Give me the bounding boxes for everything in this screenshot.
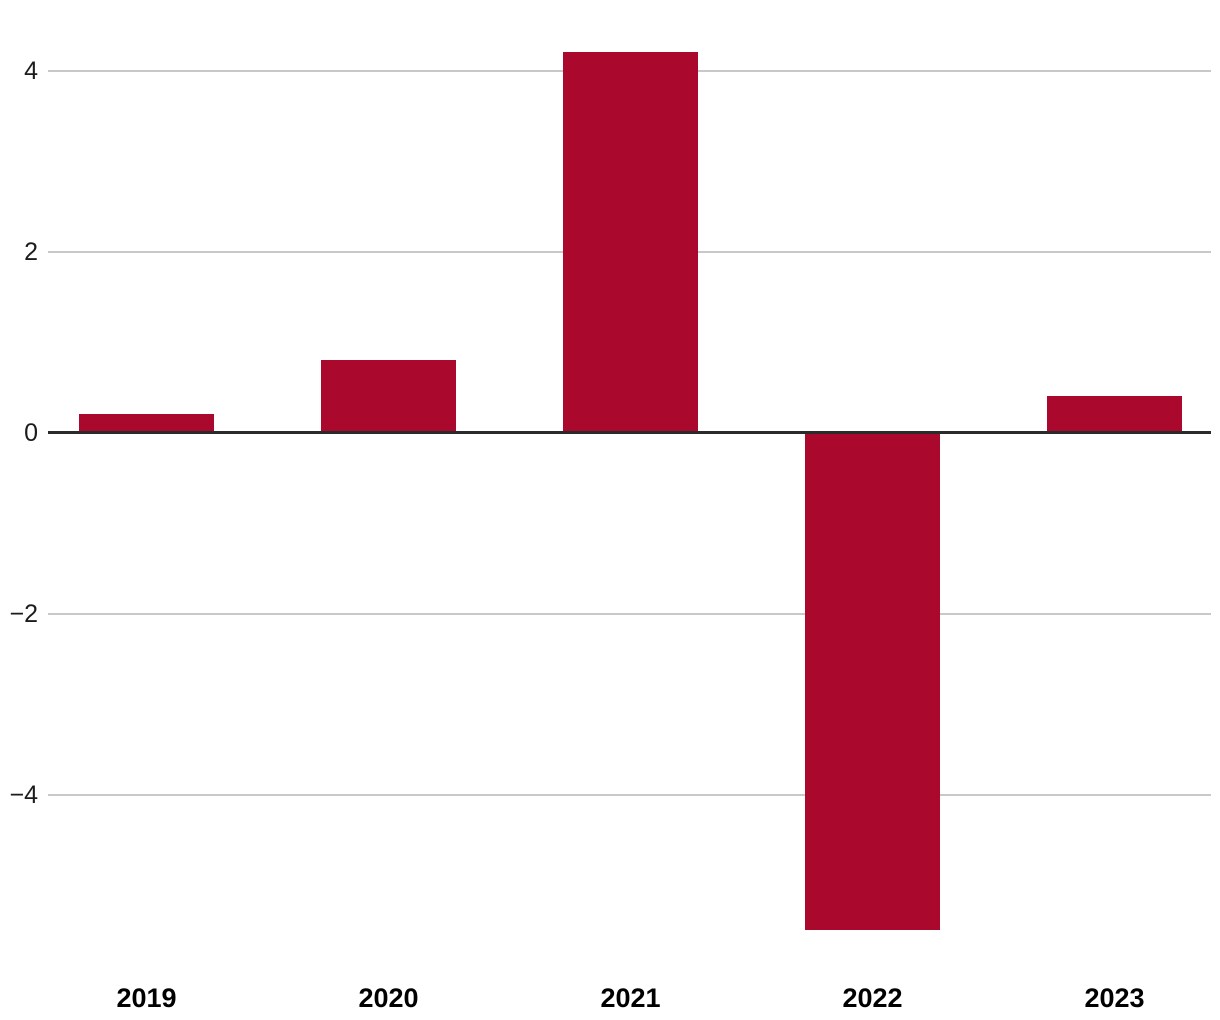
x-axis-label-2023: 2023 [1084, 983, 1145, 1013]
x-axis-label-2022: 2022 [842, 983, 903, 1013]
y-axis-tick-label: 4 [24, 56, 38, 85]
y-axis-tick-label: 0 [24, 418, 38, 447]
bar-2021 [563, 52, 698, 433]
bar-2020 [321, 360, 456, 433]
gridline-y-−2 [48, 612, 1211, 615]
x-axis-label-2019: 2019 [116, 983, 177, 1013]
bar-2022 [805, 432, 940, 931]
x-axis-label-2021: 2021 [600, 983, 661, 1013]
x-axis-label-2020: 2020 [358, 983, 419, 1013]
x-axis-zero-line [48, 431, 1211, 434]
gridline-y-−4 [48, 793, 1211, 796]
y-axis-tick-label: 2 [24, 237, 38, 266]
bar-2023 [1047, 396, 1182, 433]
y-axis-tick-label: −4 [9, 780, 38, 809]
y-axis-tick-label: −2 [9, 599, 38, 628]
bar-2019 [79, 414, 214, 433]
